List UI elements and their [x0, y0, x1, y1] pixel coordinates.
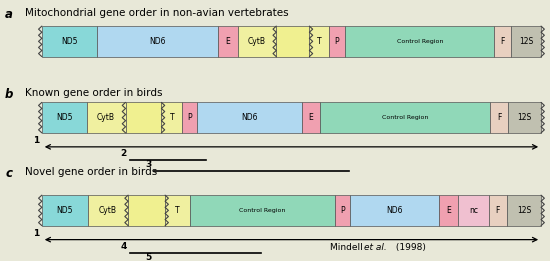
Text: T: T: [317, 37, 321, 46]
Bar: [87, 102, 125, 133]
Bar: [197, 102, 302, 133]
Text: ND5: ND5: [57, 206, 73, 215]
Bar: [97, 26, 218, 57]
Text: F: F: [500, 37, 505, 46]
Bar: [310, 26, 329, 57]
Text: P: P: [188, 113, 192, 122]
Text: 1: 1: [33, 229, 39, 238]
Text: et al.: et al.: [364, 243, 387, 252]
Bar: [125, 102, 161, 133]
Text: CytB: CytB: [248, 37, 266, 46]
Text: Known gene order in birds: Known gene order in birds: [25, 88, 163, 98]
Bar: [458, 195, 489, 226]
Bar: [494, 26, 511, 57]
Text: T: T: [169, 113, 174, 122]
Bar: [302, 102, 320, 133]
Bar: [165, 195, 190, 226]
Text: Novel gene order in birds: Novel gene order in birds: [25, 167, 158, 177]
Text: (1998): (1998): [393, 243, 426, 252]
Text: 4: 4: [120, 242, 127, 251]
Text: E: E: [446, 206, 451, 215]
Bar: [183, 102, 197, 133]
Text: ND6: ND6: [387, 206, 403, 215]
Text: c: c: [5, 167, 12, 180]
Text: E: E: [309, 113, 313, 122]
Bar: [507, 195, 541, 226]
Text: Control Region: Control Region: [239, 208, 285, 213]
Bar: [190, 195, 334, 226]
Text: F: F: [497, 113, 502, 122]
Text: E: E: [226, 37, 230, 46]
Bar: [511, 26, 541, 57]
Text: nc: nc: [469, 206, 478, 215]
Text: Control Region: Control Region: [397, 39, 443, 44]
Text: F: F: [496, 206, 500, 215]
Bar: [490, 102, 508, 133]
Bar: [218, 26, 238, 57]
Bar: [161, 102, 183, 133]
Text: ND5: ND5: [61, 37, 78, 46]
Text: a: a: [5, 8, 13, 21]
Text: 2: 2: [120, 149, 127, 158]
Text: Mindell: Mindell: [330, 243, 366, 252]
Bar: [42, 26, 97, 57]
Text: ND5: ND5: [56, 113, 73, 122]
Text: 12S: 12S: [519, 37, 533, 46]
Bar: [42, 195, 88, 226]
Bar: [320, 102, 490, 133]
Bar: [489, 195, 507, 226]
Bar: [42, 102, 87, 133]
Bar: [334, 195, 350, 226]
Text: T: T: [175, 206, 180, 215]
Text: CytB: CytB: [97, 113, 115, 122]
Bar: [345, 26, 494, 57]
Bar: [508, 102, 541, 133]
Text: 1: 1: [33, 136, 39, 145]
Text: 12S: 12S: [517, 206, 531, 215]
Text: CytB: CytB: [99, 206, 117, 215]
Bar: [276, 26, 310, 57]
Text: 12S: 12S: [518, 113, 532, 122]
Bar: [350, 195, 439, 226]
Text: ND6: ND6: [150, 37, 166, 46]
Text: ND6: ND6: [241, 113, 258, 122]
Text: Mitochondrial gene order in non-avian vertebrates: Mitochondrial gene order in non-avian ve…: [25, 8, 289, 18]
Text: b: b: [5, 88, 13, 101]
Text: Control Region: Control Region: [382, 115, 428, 120]
Text: P: P: [340, 206, 345, 215]
Bar: [128, 195, 165, 226]
Bar: [238, 26, 276, 57]
Bar: [329, 26, 345, 57]
Text: 5: 5: [145, 253, 152, 261]
Bar: [88, 195, 128, 226]
Bar: [439, 195, 458, 226]
Text: P: P: [334, 37, 339, 46]
Text: 3: 3: [145, 160, 152, 169]
